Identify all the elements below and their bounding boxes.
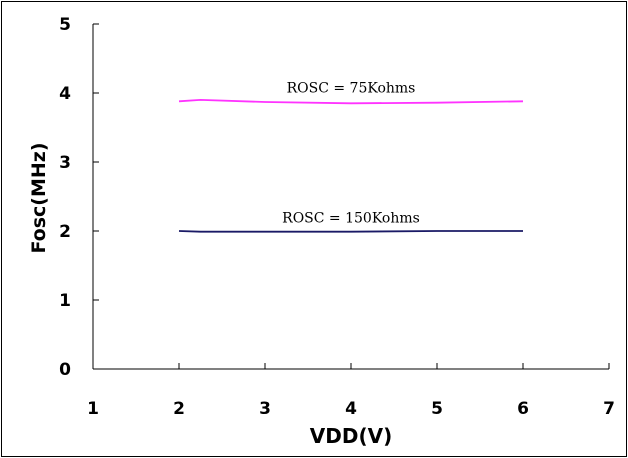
x-tick-label: 1	[87, 399, 99, 419]
y-tick-label: 1	[59, 291, 71, 311]
y-tick-label: 3	[59, 153, 71, 173]
x-axis-ticks: 1 2 3 4 5 6 7	[87, 363, 615, 419]
y-tick-label: 4	[59, 84, 71, 104]
series-label-1: ROSC = 150Kohms	[282, 210, 420, 226]
x-tick-label: 2	[173, 399, 185, 419]
x-axis-title: VDD(V)	[310, 424, 392, 448]
series-labels: ROSC = 75Kohms ROSC = 150Kohms	[282, 81, 420, 227]
x-tick-label: 3	[259, 399, 271, 419]
series-line-1	[178, 230, 523, 233]
series-label-0: ROSC = 75Kohms	[287, 81, 416, 97]
y-tick-label: 5	[59, 15, 71, 35]
y-axis-title: Fosc(MHz)	[28, 142, 50, 253]
x-tick-label: 4	[345, 399, 357, 419]
series-lines	[178, 98, 524, 233]
x-tick-label: 7	[603, 399, 615, 419]
axes	[92, 24, 609, 370]
y-axis-ticks: 0 1 2 3 4 5	[59, 15, 99, 380]
x-tick-label: 6	[517, 399, 529, 419]
series-line-0	[178, 98, 524, 105]
y-tick-label: 0	[59, 360, 71, 380]
y-tick-label: 2	[59, 222, 71, 242]
x-tick-label: 5	[431, 399, 443, 419]
